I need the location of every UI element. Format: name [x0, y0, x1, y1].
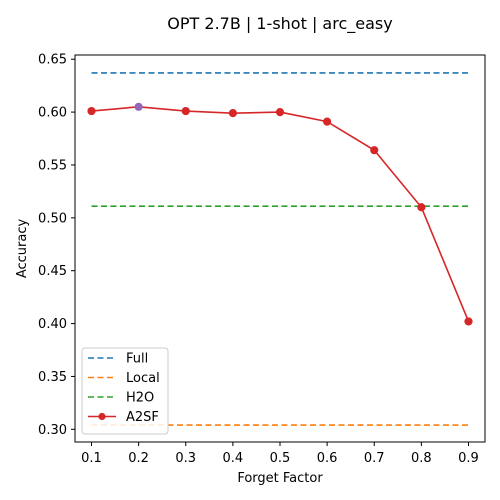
data-point-a2sf-2 — [181, 106, 190, 116]
x-tick-label-0: 0.1 — [81, 451, 102, 466]
data-point-a2sf-3 — [228, 109, 237, 118]
y-tick-label-6: 0.60 — [38, 106, 67, 121]
legend-label-h2o: H2O — [126, 391, 154, 406]
x-tick-label-6: 0.7 — [364, 451, 385, 466]
x-tick-label-3: 0.4 — [223, 451, 244, 466]
data-point-a2sf-8 — [464, 317, 473, 326]
y-tick-label-3: 0.45 — [38, 264, 67, 279]
data-point-a2sf-7 — [417, 203, 426, 212]
x-tick-label-5: 0.6 — [317, 451, 338, 466]
data-point-a2sf-6 — [370, 146, 379, 155]
chart-title: OPT 2.7B | 1-shot | arc_easy — [167, 14, 392, 34]
y-tick-label-4: 0.50 — [38, 211, 67, 226]
x-tick-label-2: 0.3 — [175, 451, 196, 466]
y-tick-label-0: 0.30 — [38, 423, 67, 438]
data-point-a2sf-1 — [134, 102, 143, 111]
data-point-a2sf-0 — [87, 106, 96, 116]
x-axis-title: Forget Factor — [237, 471, 323, 486]
legend: Full Local H2O A2SF — [81, 347, 169, 435]
x-axis: 0.1 0.2 0.3 0.4 0.5 0.6 0.7 0.8 0.9 — [81, 442, 479, 466]
y-tick-label-1: 0.35 — [38, 370, 67, 385]
x-tick-label-7: 0.8 — [411, 451, 432, 466]
legend-marker-a2sf — [98, 412, 106, 421]
legend-label-local: Local — [126, 371, 160, 386]
legend-label-full: Full — [126, 352, 148, 367]
y-axis: 0.30 0.35 0.40 0.45 0.50 0.55 0.60 0.65 — [38, 53, 75, 438]
data-point-a2sf-4 — [275, 107, 285, 117]
y-tick-label-7: 0.65 — [38, 53, 67, 68]
data-point-a2sf-5 — [323, 117, 332, 126]
x-tick-label-1: 0.2 — [128, 451, 149, 466]
y-tick-label-2: 0.40 — [38, 317, 67, 332]
x-tick-label-4: 0.5 — [270, 451, 291, 466]
legend-box — [81, 347, 169, 435]
y-tick-label-5: 0.55 — [38, 158, 67, 173]
y-axis-title: Accuracy — [15, 219, 30, 279]
x-tick-label-8: 0.9 — [458, 451, 479, 466]
legend-label-a2sf: A2SF — [126, 410, 159, 425]
